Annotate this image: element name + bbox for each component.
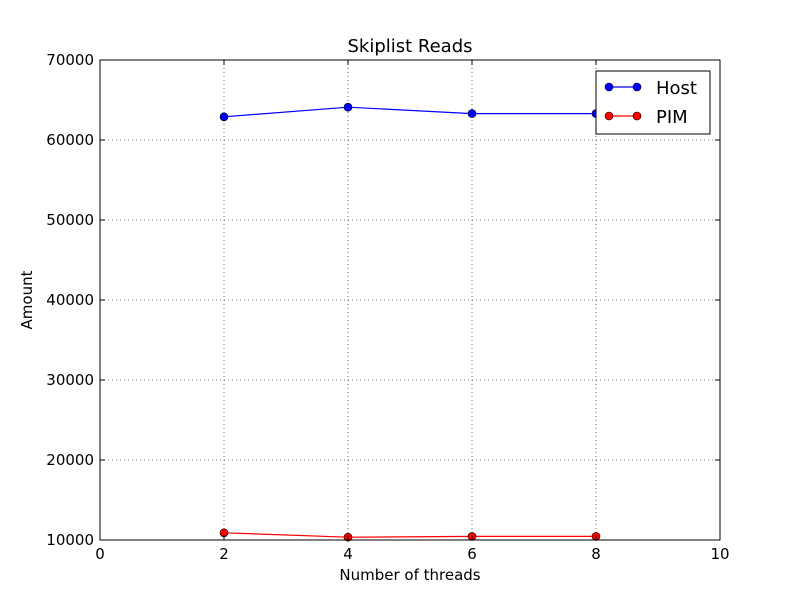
legend-entry-host: Host bbox=[604, 78, 697, 99]
legend-marker bbox=[604, 82, 614, 92]
legend: Host PIM bbox=[595, 70, 711, 135]
series-line-pim bbox=[223, 532, 596, 538]
legend-entry-pim: PIM bbox=[604, 107, 688, 128]
y-tick-label: 60000 bbox=[46, 131, 94, 149]
ticks: 0 2 4 6 8 10 10000 20000 30000 40000 50000 60000 700… bbox=[46, 51, 729, 563]
x-tick-label: 6 bbox=[467, 545, 477, 563]
y-tick-label: 30000 bbox=[46, 371, 94, 389]
y-axis-label: Amount bbox=[18, 270, 36, 329]
data-point-host bbox=[467, 109, 477, 118]
legend-box bbox=[595, 70, 711, 135]
x-tick-label: 4 bbox=[343, 545, 353, 563]
x-axis-label: Number of threads bbox=[339, 566, 480, 584]
legend-label: Host bbox=[656, 78, 697, 99]
legend-label: PIM bbox=[656, 107, 688, 128]
data-point-host bbox=[219, 112, 229, 122]
legend-marker bbox=[632, 111, 642, 121]
series-line-host bbox=[223, 106, 596, 118]
x-tick-label: 2 bbox=[219, 545, 229, 563]
y-tick-label: 10000 bbox=[46, 531, 94, 549]
y-tick-label: 50000 bbox=[46, 211, 94, 229]
grid bbox=[100, 60, 720, 540]
x-tick-label: 10 bbox=[710, 545, 729, 563]
chart-title: Skiplist Reads bbox=[347, 36, 472, 57]
y-tick-label: 70000 bbox=[46, 51, 94, 69]
legend-marker bbox=[604, 111, 614, 121]
data-point-host bbox=[343, 102, 353, 112]
series-host bbox=[219, 102, 601, 122]
y-tick-label: 20000 bbox=[46, 451, 94, 469]
legend-marker bbox=[632, 82, 642, 92]
y-tick-label: 40000 bbox=[46, 291, 94, 309]
x-tick-label: 0 bbox=[95, 545, 105, 563]
x-tick-label: 8 bbox=[591, 545, 601, 563]
